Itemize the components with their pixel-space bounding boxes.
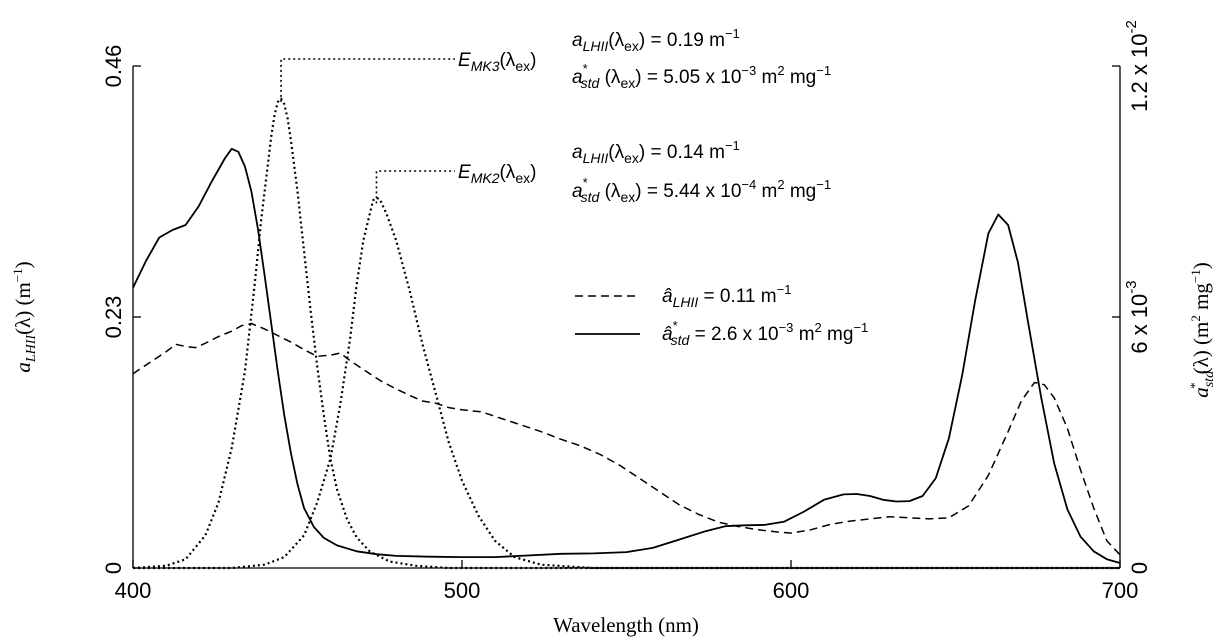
y-axis-right-title: astd*(λ) (m2 mg−1) — [1187, 262, 1217, 398]
annotation-line1-mk3: aLHII(λex) = 0.19 m−1 — [572, 26, 740, 54]
x-axis-title: Wavelength (nm) — [553, 613, 699, 637]
annotation-line1-mk2: aLHII(λex) = 0.14 m−1 — [572, 138, 740, 166]
x-tick-label: 700 — [1102, 578, 1139, 603]
y-right-tick-label: 1.2 x 10-2 — [1123, 20, 1152, 112]
series-line-3 — [133, 196, 1120, 570]
y-left-tick-label: 0 — [101, 562, 126, 574]
y-right-tick-label: 0 — [1127, 562, 1152, 574]
annotation-label-mk3: EMK3(λex) — [458, 50, 536, 74]
annotation-leader-mk2 — [375, 170, 455, 204]
legend-label-0: âLHII = 0.11 m−1 — [662, 282, 791, 310]
y-left-tick-label: 0.46 — [101, 45, 126, 88]
x-tick-label: 400 — [115, 578, 152, 603]
series-line-0 — [132, 322, 1121, 556]
y-right-tick-label: 6 x 10-3 — [1123, 280, 1152, 353]
legend: âLHII = 0.11 m−1 â* std = 2.6 x 10−3 m2 mg… — [575, 282, 868, 348]
annotation-line2-mk2: a* std (λex) = 5.44 x 10−4 m2 mg−1 — [572, 175, 831, 205]
annotation-leader-mk3 — [280, 58, 455, 102]
x-tick-label: 500 — [444, 578, 481, 603]
y-left-tick-label: 0.23 — [101, 296, 126, 339]
series-line-1 — [132, 147, 1121, 564]
legend-label-1: â* std = 2.6 x 10−3 m2 mg−1 — [662, 318, 868, 348]
series-line-2 — [132, 97, 1120, 570]
annotation-label-mk2: EMK2(λex) — [458, 162, 536, 186]
annotation-line2-mk3: a* std (λex) = 5.05 x 10−3 m2 mg−1 — [572, 61, 831, 91]
y-axis-left-title: aLHII(λ) (m−1) — [10, 261, 39, 372]
ticks: 400 500 600 700 0 0.23 0.46 0 6 x 10-3 1.2 x 10-2 — [101, 20, 1152, 603]
x-tick-label: 600 — [773, 578, 810, 603]
series-layer — [132, 97, 1121, 570]
annotation-layer: EMK3(λex) aLHII(λex) = 0.19 m−1 a* std (λex… — [280, 26, 831, 205]
